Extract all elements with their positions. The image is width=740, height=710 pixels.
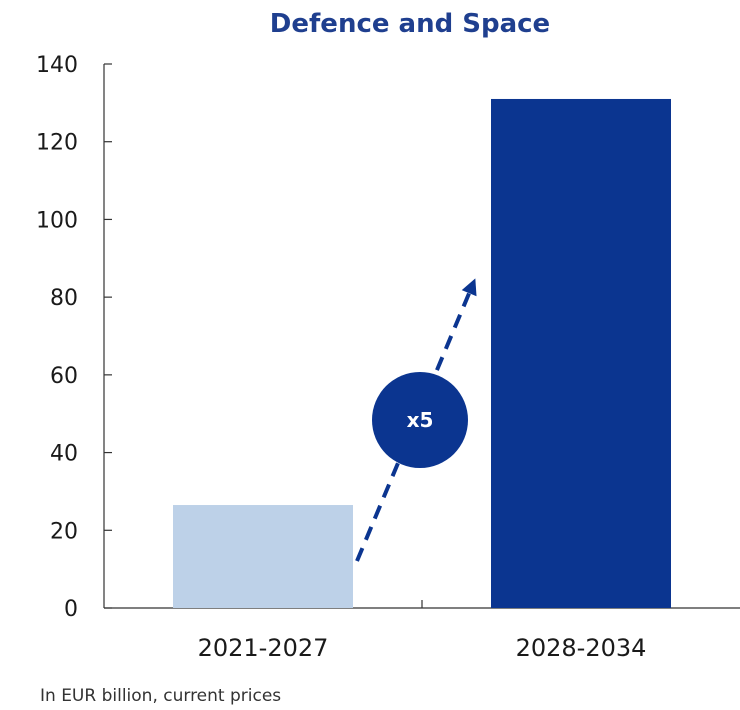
axes: 0 20 40 60 80 100 120 140 [36,53,740,622]
y-tick-label: 100 [36,208,78,233]
x-category-label: 2028-2034 [516,634,647,662]
y-tick-label: 60 [50,364,78,389]
y-tick-label: 20 [50,519,78,544]
growth-badge-label: x5 [407,408,434,432]
y-tick-label: 0 [64,597,78,622]
x-category-label: 2021-2027 [198,634,329,662]
growth-badge-circle [372,372,468,468]
growth-annotation: x5 [355,278,477,562]
y-tick-label: 80 [50,286,78,311]
footnote: In EUR billion, current prices [40,686,282,706]
y-tick-label: 40 [50,442,78,467]
y-tick-label: 140 [36,53,78,78]
bars: 2021-2027 2028-2034 [173,98,671,662]
y-tick-label: 120 [36,131,78,156]
bar-2021-2027 [173,505,353,608]
chart-title: Defence and Space [270,9,550,39]
bar-2028-2034 [491,98,671,608]
growth-arrow-head [461,278,477,297]
